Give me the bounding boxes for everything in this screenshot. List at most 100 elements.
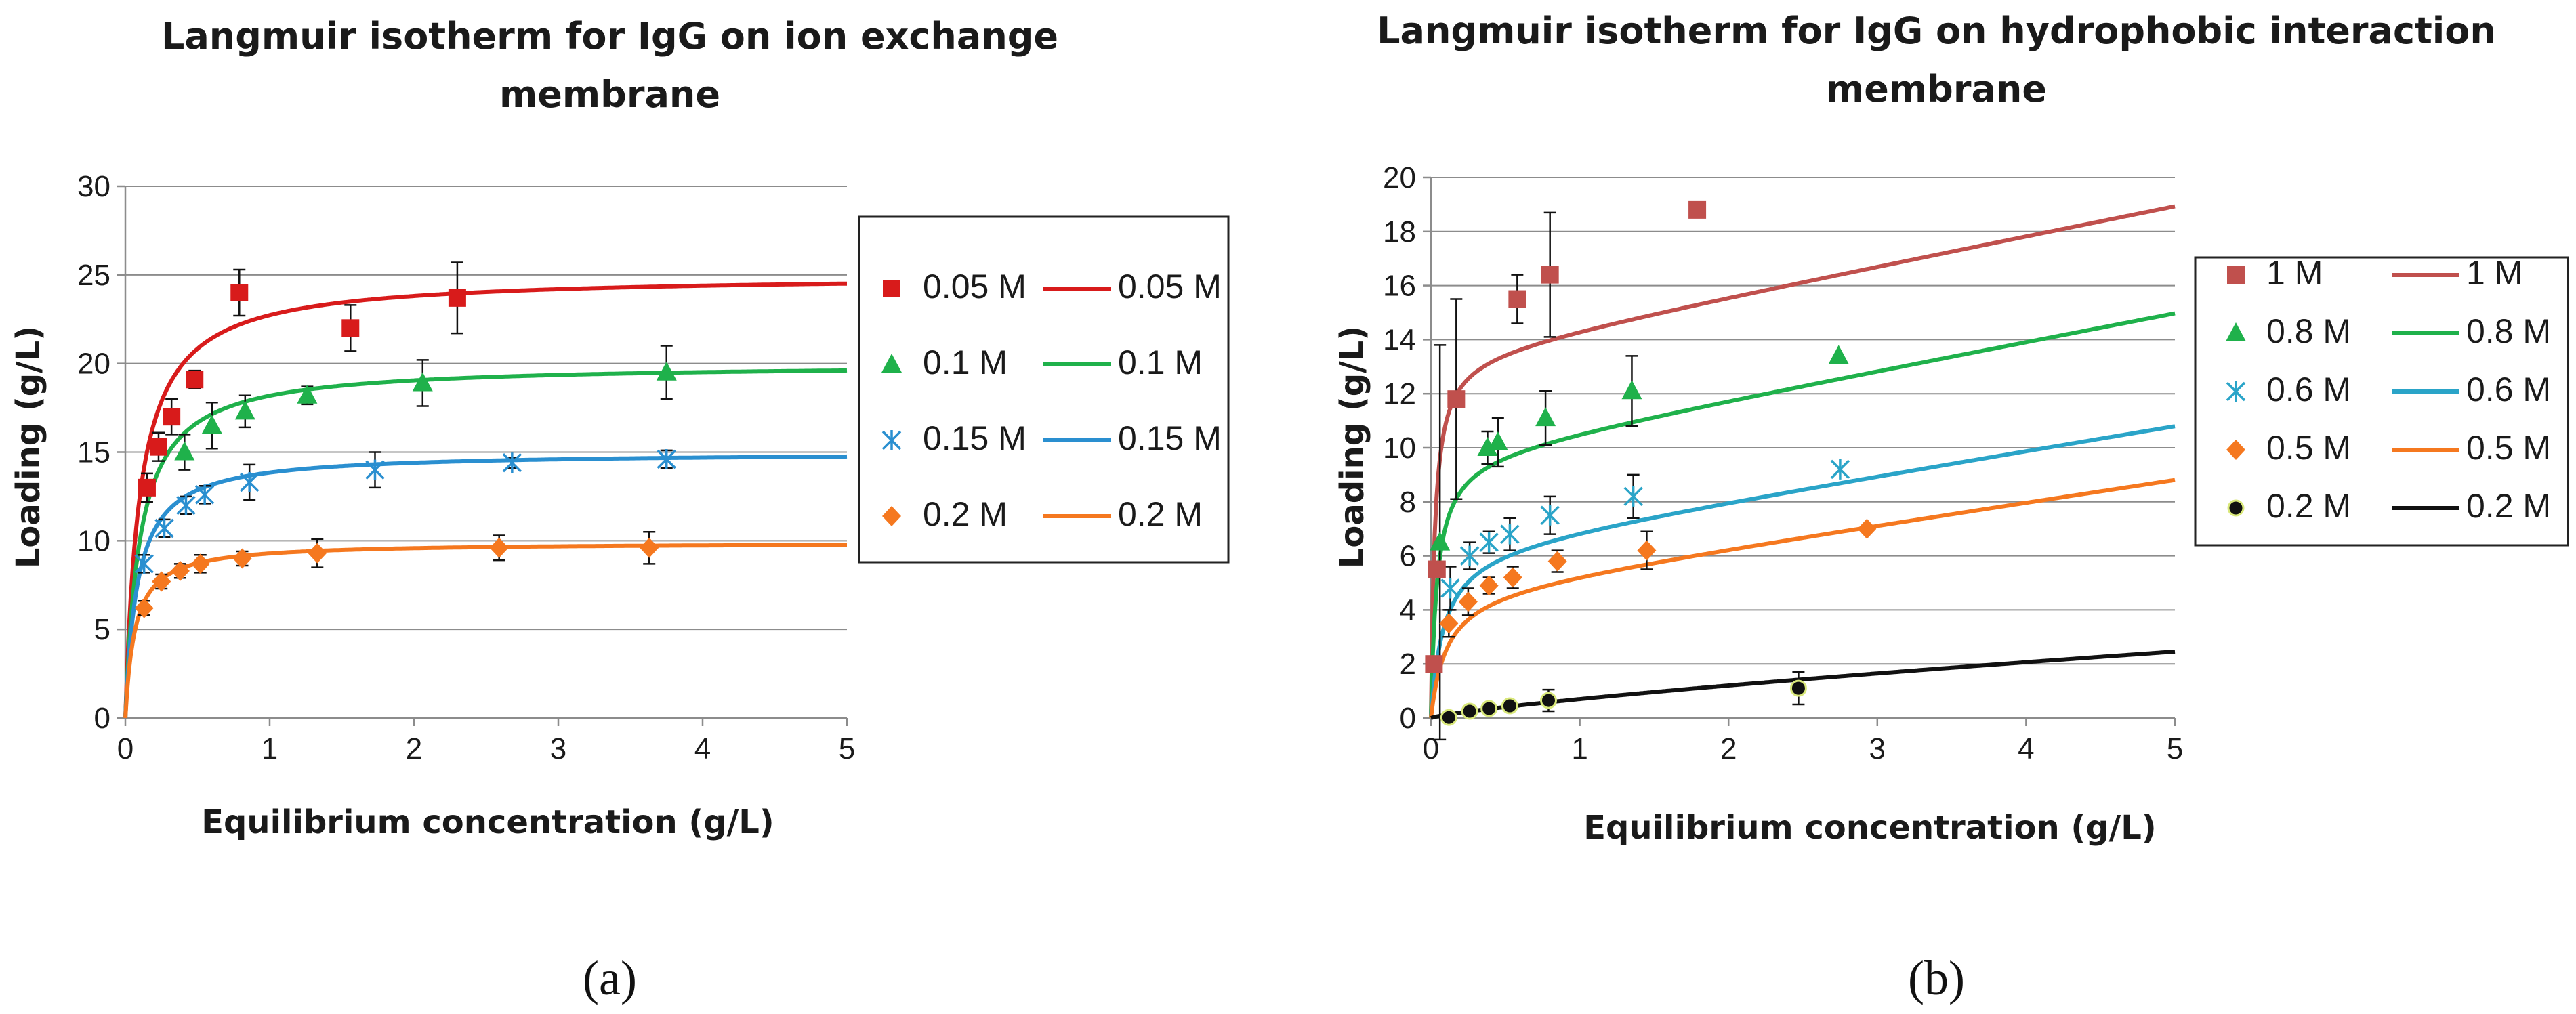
- chart-b-legend-fit-label-0: 1 M: [2466, 254, 2522, 292]
- chart-b-point-1M-5: [1688, 200, 1707, 219]
- chart-b-legend-marker-3: [2226, 440, 2245, 460]
- chart-b-point-02M-3: [1501, 697, 1518, 715]
- chart-a-point-02M-5: [308, 543, 327, 564]
- chart-b-point-06M-3: [1500, 524, 1520, 545]
- chart-b-point-1M-4: [1541, 266, 1559, 284]
- chart-b-legend-marker-4: [2227, 499, 2245, 517]
- chart-a-legend-marker-0: [883, 280, 900, 297]
- chart-a-markers: [134, 284, 677, 618]
- chart-panel-a: Langmuir isotherm for IgG on ion exchang…: [9, 15, 1230, 1005]
- chart-b-point-06M-2: [1479, 532, 1499, 553]
- chart-b-legend-fit-label-2: 0.6 M: [2466, 371, 2551, 408]
- chart-b-x-tick-3: 3: [1869, 732, 1886, 765]
- chart-a-point-01M-1: [201, 415, 222, 434]
- chart-b-legend-box: [2194, 256, 2569, 547]
- chart-b-legend-label-4: 0.2 M: [2266, 487, 2351, 525]
- chart-b-point-05M-1: [1458, 591, 1478, 612]
- chart-a-error-bars: [138, 261, 673, 616]
- chart-b-point-06M-4: [1540, 505, 1560, 526]
- chart-a-point-015M-0: [134, 553, 154, 574]
- chart-a-y-tick-25: 25: [77, 259, 110, 292]
- chart-b-point-06M-0: [1440, 578, 1460, 599]
- chart-b-point-08M-3: [1535, 407, 1556, 427]
- chart-b-point-05M-5: [1637, 540, 1657, 561]
- chart-b-y-tick-14: 14: [1383, 323, 1416, 356]
- chart-a-legend-fit-label-0: 0.05 M: [1118, 268, 1222, 305]
- chart-b-legend: 1 M 1 M 0.8 M 0.8 M 0.6 M 0.6 M 0.5 M 0.5 M 0.2 …: [2194, 254, 2569, 547]
- chart-a-fit-line-015M: [123, 454, 848, 719]
- chart-a-gridlines: [117, 185, 848, 726]
- chart-a-legend-fit-label-1: 0.1 M: [1118, 343, 1203, 381]
- chart-a-legend-label-2: 0.15 M: [923, 419, 1026, 457]
- chart-a-point-02M-2: [170, 560, 190, 581]
- chart-b-legend-marker-0: [2227, 266, 2245, 284]
- chart-a-point-02M-6: [489, 537, 509, 558]
- chart-b-legend-fit-label-1: 0.8 M: [2466, 312, 2551, 350]
- chart-a-point-02M-3: [190, 553, 210, 574]
- chart-a-point-02M-0: [134, 597, 154, 618]
- chart-a-legend-marker-1: [881, 354, 902, 373]
- chart-b-x-tick-2: 2: [1720, 732, 1737, 765]
- chart-b-point-02M-4: [1539, 692, 1557, 709]
- chart-a-legend-label-0: 0.05 M: [923, 268, 1026, 305]
- chart-b-point-05M-0: [1439, 613, 1459, 634]
- chart-panel-b: Langmuir isotherm for IgG on hydrophobic…: [1333, 9, 2569, 1005]
- chart-b-point-06M-5: [1623, 486, 1643, 507]
- chart-b-x-tick-0: 0: [1423, 732, 1439, 765]
- chart-a-caption: (a): [583, 951, 637, 1005]
- chart-b-legend-label-2: 0.6 M: [2266, 371, 2351, 408]
- chart-b-y-tick-8: 8: [1400, 486, 1416, 519]
- chart-b-point-1M-3: [1508, 290, 1526, 308]
- chart-a-fit-line-005M: [123, 281, 847, 719]
- chart-a-point-015M-1: [154, 518, 174, 539]
- chart-b-y-tick-16: 16: [1383, 270, 1416, 303]
- chart-b-point-06M-1: [1459, 545, 1480, 566]
- chart-a-y-tick-0: 0: [94, 702, 110, 735]
- chart-b-y-tick-18: 18: [1383, 215, 1416, 249]
- chart-b-legend-label-1: 0.8 M: [2266, 312, 2351, 350]
- chart-a-point-02M-4: [232, 548, 252, 569]
- chart-b-y-tick-0: 0: [1400, 702, 1416, 735]
- chart-a-title-line1: Langmuir isotherm for IgG on ion exchang…: [161, 15, 1058, 58]
- chart-a-legend-label-3: 0.2 M: [923, 495, 1007, 533]
- chart-a-point-02M-7: [640, 537, 659, 558]
- chart-a-x-tick-1: 1: [262, 732, 278, 765]
- chart-a-fit-line-02M: [123, 543, 847, 719]
- chart-b-point-1M-0: [1425, 655, 1443, 673]
- chart-a-point-015M-3: [194, 484, 215, 505]
- chart-b-error-bars: [1434, 211, 1805, 741]
- chart-b-y-tick-10: 10: [1383, 431, 1416, 465]
- chart-a-point-015M-7: [657, 448, 676, 469]
- chart-a-point-005M-3: [186, 371, 204, 389]
- chart-b-x-axis-label: Equilibrium concentration (g/L): [1583, 809, 2156, 847]
- chart-a-point-015M-5: [365, 459, 385, 480]
- chart-b-x-tick-4: 4: [2018, 732, 2034, 765]
- chart-a-title-line2: membrane: [499, 73, 720, 116]
- chart-a-y-tick-20: 20: [77, 347, 110, 381]
- chart-a-y-tick-15: 15: [77, 436, 110, 469]
- chart-b-point-02M-2: [1480, 700, 1498, 717]
- chart-b-legend-label-3: 0.5 M: [2266, 429, 2351, 467]
- chart-b-fit-line-05M: [1429, 478, 2176, 719]
- chart-a-point-015M-6: [502, 452, 522, 473]
- chart-b-point-08M-4: [1621, 380, 1642, 400]
- chart-a-point-01M-0: [174, 441, 195, 461]
- chart-b-point-05M-3: [1503, 567, 1522, 588]
- chart-a-point-005M-5: [341, 319, 360, 337]
- chart-a-y-tick-30: 30: [77, 170, 110, 203]
- chart-a-point-005M-2: [163, 408, 181, 426]
- chart-a-legend-label-1: 0.1 M: [923, 343, 1007, 381]
- chart-a-legend: 0.05 M 0.05 M 0.1 M 0.1 M 0.15 M 0.15 M 0.2 M 0…: [858, 215, 1230, 564]
- chart-b-caption: (b): [1908, 951, 1965, 1005]
- chart-b-point-05M-4: [1547, 551, 1567, 572]
- chart-a-x-axis-label: Equilibrium concentration (g/L): [201, 803, 774, 841]
- chart-a-x-tick-0: 0: [117, 732, 133, 765]
- chart-a-x-tick-3: 3: [550, 732, 566, 765]
- chart-b-point-1M-2: [1447, 390, 1466, 408]
- chart-b-markers: [1425, 200, 1877, 726]
- chart-a-legend-marker-2: [881, 430, 902, 450]
- chart-a-legend-fit-label-2: 0.15 M: [1118, 419, 1222, 457]
- chart-b-point-08M-2: [1487, 431, 1508, 451]
- chart-b-point-05M-6: [1857, 518, 1877, 539]
